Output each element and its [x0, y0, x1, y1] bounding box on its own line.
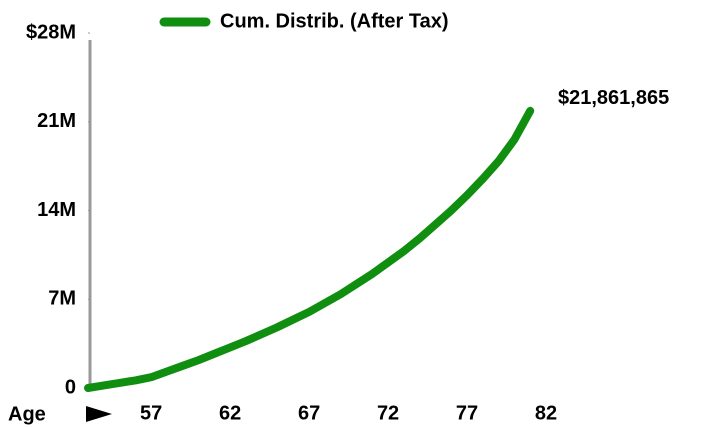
x-tick-label: 57: [140, 402, 162, 424]
axis-arrow: [86, 406, 112, 422]
y-tick-label: 14M: [37, 199, 76, 221]
y-tick-label: 0: [65, 376, 76, 398]
data-label: $21,861,865: [558, 87, 669, 109]
x-tick-label: 77: [456, 402, 478, 424]
y-tick-label: 21M: [37, 110, 76, 132]
y-tick-label: $28M: [26, 21, 76, 43]
x-tick-label: 82: [535, 402, 557, 424]
x-tick-label: 67: [298, 402, 320, 424]
legend-label: Cum. Distrib. (After Tax): [220, 10, 449, 32]
x-tick-label: 72: [377, 402, 399, 424]
y-tick-label: 7M: [48, 288, 76, 310]
x-axis-label: Age: [8, 403, 46, 425]
line: [84, 106, 535, 392]
x-tick-label: 62: [219, 402, 241, 424]
